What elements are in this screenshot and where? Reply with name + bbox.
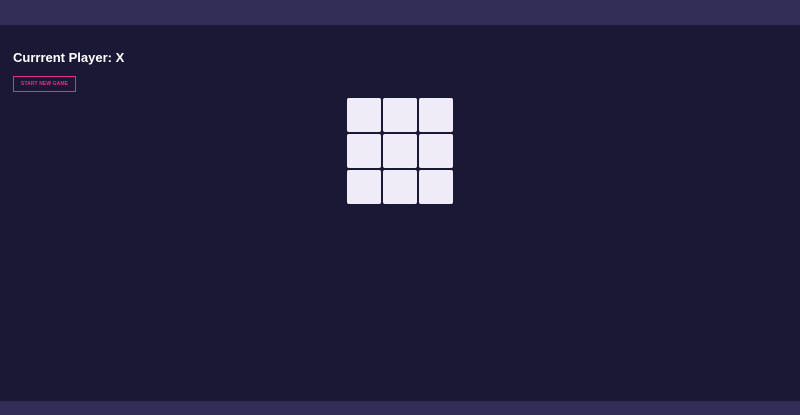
- board-cell-6[interactable]: [419, 134, 453, 168]
- game-board: [347, 98, 453, 204]
- current-player-status: Currrent Player: X: [13, 50, 125, 65]
- board-cell-1[interactable]: [347, 98, 381, 132]
- board-cell-4[interactable]: [347, 134, 381, 168]
- board-cell-7[interactable]: [347, 170, 381, 204]
- start-new-game-button[interactable]: START NEW GAME: [13, 76, 76, 92]
- board-cell-5[interactable]: [383, 134, 417, 168]
- board-cell-3[interactable]: [419, 98, 453, 132]
- top-bar: [0, 0, 800, 25]
- bottom-bar: [0, 401, 800, 415]
- board-cell-2[interactable]: [383, 98, 417, 132]
- board-cell-8[interactable]: [383, 170, 417, 204]
- board-cell-9[interactable]: [419, 170, 453, 204]
